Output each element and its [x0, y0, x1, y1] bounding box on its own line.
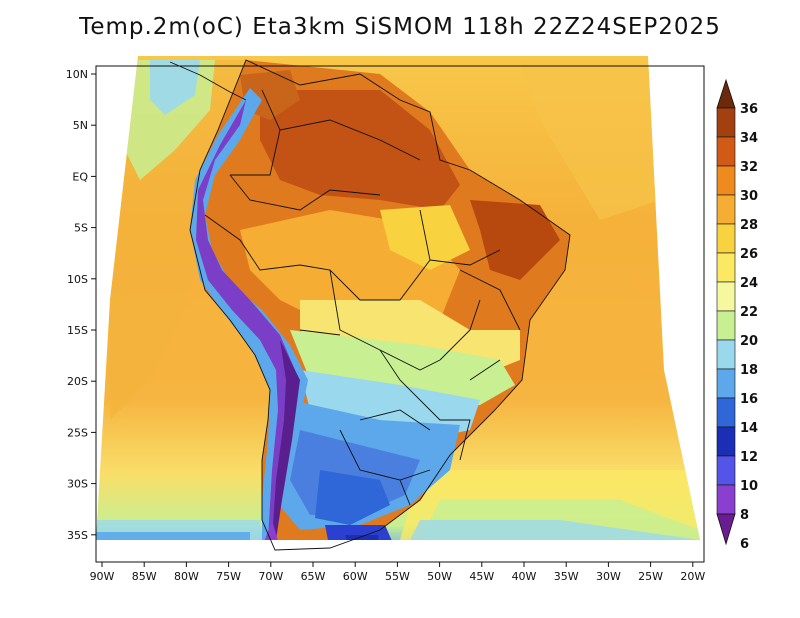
y-tick-label: 20S [67, 375, 88, 388]
colorbar-swatch [716, 310, 736, 341]
x-tick-label: 20W [680, 570, 705, 583]
colorbar-swatch [716, 455, 736, 486]
x-tick-label: 35W [554, 570, 579, 583]
x-axis: 90W 85W 80W 75W 70W 65W 60W 55W 50W 45W 40W 35W 30W 2… [90, 562, 705, 583]
colorbar-swatch [716, 339, 736, 370]
colorbar-label: 34 [740, 131, 758, 146]
x-tick-label: 75W [216, 570, 241, 583]
colorbar-swatch [716, 426, 736, 457]
x-tick-label: 65W [301, 570, 326, 583]
x-tick-label: 40W [512, 570, 537, 583]
colorbar-label: 28 [740, 218, 758, 233]
colorbar-swatch [716, 107, 736, 138]
y-tick-label: 5S [74, 222, 88, 235]
colorbar-swatch [716, 397, 736, 428]
colorbar-swatch [716, 165, 736, 196]
y-tick-label: 15S [67, 324, 88, 337]
y-tick-label: EQ [72, 170, 88, 183]
country-boundaries [169, 59, 571, 551]
x-tick-label: 90W [90, 570, 115, 583]
colorbar-swatch [716, 281, 736, 312]
y-tick-label: 10N [66, 68, 88, 81]
colorbar-label: 18 [740, 363, 758, 378]
colorbar-label: 24 [740, 276, 758, 291]
y-tick-label: 30S [67, 478, 88, 491]
colorbar-swatch [716, 368, 736, 399]
map-frame [95, 65, 705, 563]
colorbar-label: 32 [740, 160, 758, 175]
x-tick-label: 80W [174, 570, 199, 583]
colorbar-max-arrow [716, 78, 736, 109]
model-domain [96, 56, 700, 540]
x-tick-label: 85W [132, 570, 157, 583]
y-tick-label: 25S [67, 426, 88, 439]
colorbar-label: 10 [740, 479, 758, 494]
colorbar-label: 30 [740, 189, 758, 204]
y-tick-label: 35S [67, 529, 88, 542]
x-tick-label: 70W [258, 570, 283, 583]
colorbar-swatch [716, 223, 736, 254]
y-tick-label: 5N [73, 119, 88, 132]
x-tick-label: 30W [596, 570, 621, 583]
colorbar-label: 22 [740, 305, 758, 320]
colorbar-swatch [716, 136, 736, 167]
chart-title: Temp.2m(oC) Eta3km SiSMOM 118h 22Z24SEP2… [79, 14, 721, 40]
x-tick-label: 45W [469, 570, 494, 583]
y-axis: 10N 5N EQ 5S 10S 15S 20S 25S 30S 35S [66, 68, 96, 542]
colorbar-label: 12 [740, 450, 758, 465]
colorbar-label: 36 [740, 102, 758, 117]
colorbar-label: 8 [740, 508, 749, 523]
x-tick-label: 50W [427, 570, 452, 583]
colorbar-min-arrow [716, 513, 736, 546]
colorbar: 36 34 32 30 28 26 24 22 20 18 16 14 12 10 8 6 [716, 78, 758, 552]
colorbar-label: 26 [740, 247, 758, 262]
x-tick-label: 25W [638, 570, 663, 583]
colorbar-label: 20 [740, 334, 758, 349]
colorbar-label: 16 [740, 392, 758, 407]
colorbar-label: 14 [740, 421, 758, 436]
x-tick-label: 55W [385, 570, 410, 583]
x-tick-label: 60W [343, 570, 368, 583]
colorbar-label: 6 [740, 537, 749, 552]
colorbar-swatch [716, 194, 736, 225]
colorbar-swatch [716, 484, 736, 515]
colorbar-swatch [716, 252, 736, 283]
y-tick-label: 10S [67, 273, 88, 286]
